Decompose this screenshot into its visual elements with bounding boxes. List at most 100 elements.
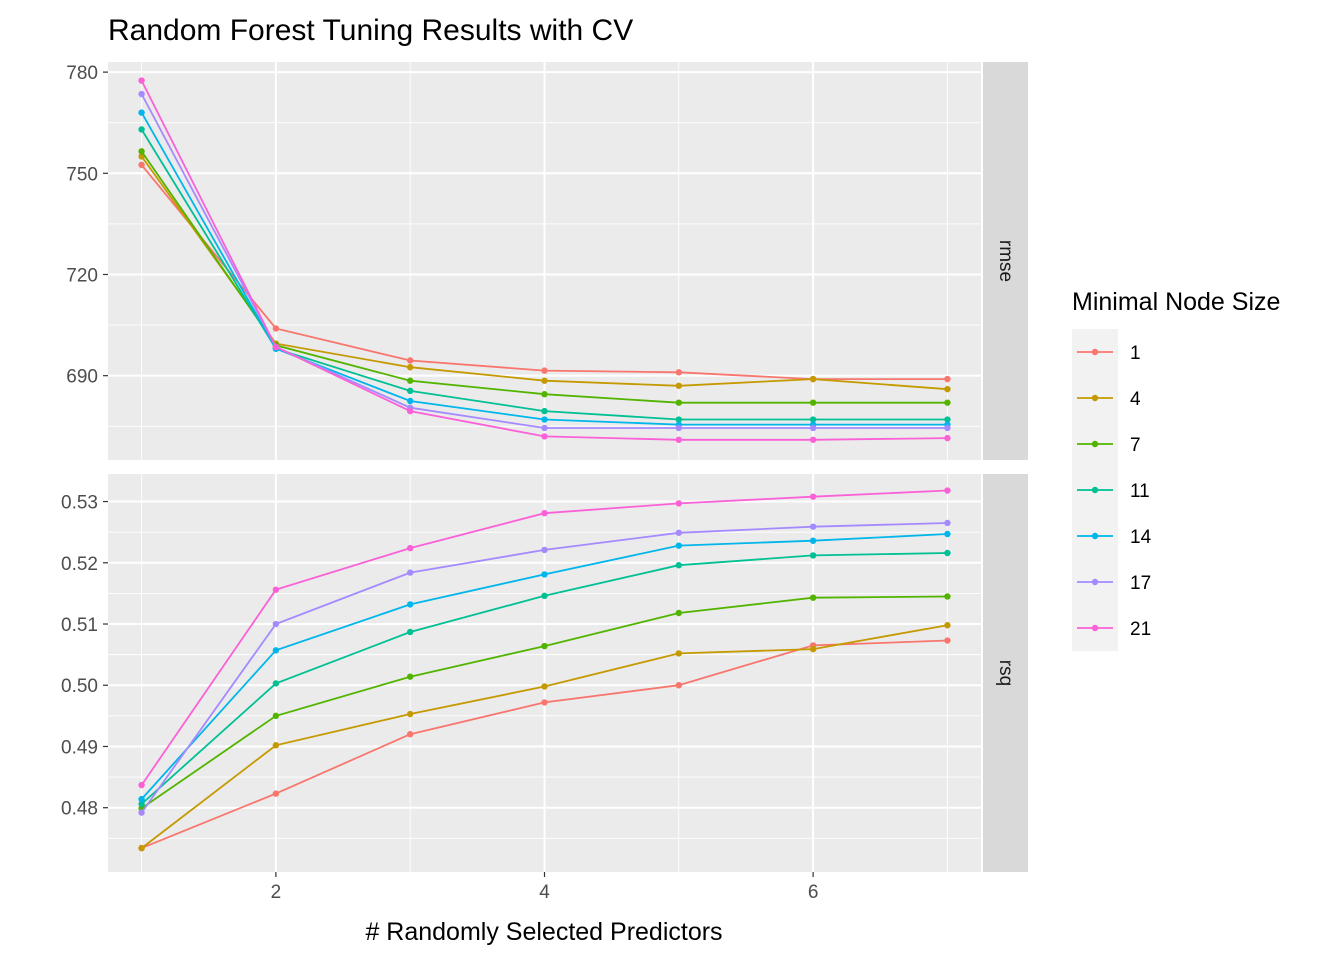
facet-panels: 690 720 750 780 rmse 0.48 0.49 0.50 0.51 0.52 0.53… xyxy=(61,62,1028,872)
data-point xyxy=(541,377,548,384)
data-point xyxy=(272,790,280,797)
data-point xyxy=(675,500,683,507)
data-point xyxy=(272,620,280,628)
facet-strip xyxy=(983,62,1028,460)
data-point xyxy=(541,546,548,554)
data-point xyxy=(406,377,414,384)
data-point xyxy=(406,710,414,718)
data-point xyxy=(809,436,817,443)
x-axis: 2 4 6 xyxy=(271,872,818,903)
facet-strip xyxy=(983,474,1028,872)
data-point xyxy=(944,434,951,442)
data-point xyxy=(944,593,951,600)
data-point xyxy=(406,387,414,395)
panel-rsq: 0.48 0.49 0.50 0.51 0.52 0.53 rsq xyxy=(61,474,1028,872)
legend-item-17: 17 xyxy=(1077,573,1151,594)
data-point xyxy=(138,844,145,852)
data-point xyxy=(138,126,145,133)
data-point xyxy=(809,594,817,601)
legend-key-point xyxy=(1091,348,1099,356)
x-axis-title: # Randomly Selected Predictors xyxy=(365,918,722,946)
data-point xyxy=(675,562,683,569)
data-point xyxy=(406,407,414,415)
legend-label: 17 xyxy=(1130,573,1151,594)
data-point xyxy=(809,537,817,544)
data-point xyxy=(272,343,280,351)
legend-key-point xyxy=(1091,578,1099,586)
data-point xyxy=(138,148,145,155)
data-point xyxy=(944,549,951,557)
data-point xyxy=(541,433,548,440)
data-point xyxy=(272,586,280,593)
data-point xyxy=(675,369,683,376)
data-point xyxy=(272,742,280,749)
data-point xyxy=(675,682,683,689)
data-point xyxy=(541,407,548,415)
legend-item-7: 7 xyxy=(1077,435,1141,456)
data-point xyxy=(541,592,548,600)
data-point xyxy=(541,367,548,374)
data-point xyxy=(406,364,414,371)
legend-key-point xyxy=(1091,394,1099,402)
legend-key-point xyxy=(1091,624,1099,632)
data-point xyxy=(675,424,683,432)
data-point xyxy=(272,712,280,720)
y-tick-label: 780 xyxy=(66,63,98,84)
legend-label: 14 xyxy=(1130,527,1152,548)
data-point xyxy=(675,529,683,536)
legend-item-1: 1 xyxy=(1077,343,1141,364)
data-point xyxy=(406,357,414,364)
data-point xyxy=(809,399,817,406)
data-point xyxy=(675,542,683,549)
series-rsq-11 xyxy=(138,549,951,808)
legend-key-point xyxy=(1091,532,1099,540)
legend-item-11: 11 xyxy=(1077,481,1150,502)
data-point xyxy=(138,90,145,98)
y-tick-label: 0.49 xyxy=(61,737,98,758)
data-point xyxy=(809,645,817,653)
data-point xyxy=(406,544,414,552)
y-tick-label: 690 xyxy=(66,367,98,388)
data-point xyxy=(541,642,548,650)
data-point xyxy=(272,680,280,687)
data-point xyxy=(675,609,683,617)
data-point xyxy=(675,382,683,389)
data-point xyxy=(541,699,548,706)
legend-label: 7 xyxy=(1130,435,1141,456)
y-tick-label: 0.50 xyxy=(61,676,98,697)
series-rmse-21 xyxy=(138,77,951,443)
data-point xyxy=(944,375,951,383)
legend-title: Minimal Node Size xyxy=(1072,288,1280,316)
data-point xyxy=(541,509,548,517)
data-point xyxy=(541,683,548,690)
data-point xyxy=(541,424,548,432)
data-point xyxy=(944,416,951,423)
data-point xyxy=(138,800,145,808)
data-point xyxy=(406,673,414,680)
legend-item-21: 21 xyxy=(1077,619,1151,640)
data-point xyxy=(138,795,145,803)
x-tick-label: 2 xyxy=(271,882,282,903)
y-tick-label: 0.48 xyxy=(61,799,98,820)
series-rsq-17 xyxy=(138,519,951,816)
data-point xyxy=(272,325,280,332)
legend-label: 4 xyxy=(1130,389,1141,410)
facet-strip-label: rsq xyxy=(995,660,1016,686)
y-tick-label: 0.53 xyxy=(61,493,98,514)
data-point xyxy=(944,622,951,629)
chart-title: Random Forest Tuning Results with CV xyxy=(108,14,633,47)
data-point xyxy=(675,436,683,443)
data-point xyxy=(138,109,145,116)
legend-item-4: 4 xyxy=(1077,389,1141,410)
x-tick-label: 4 xyxy=(539,882,550,903)
legend-label: 11 xyxy=(1130,481,1150,502)
legend-item-14: 14 xyxy=(1077,527,1152,548)
data-point xyxy=(944,637,951,644)
y-tick-label: 750 xyxy=(66,164,98,185)
data-point xyxy=(944,399,951,406)
data-point xyxy=(944,530,951,538)
data-point xyxy=(809,416,817,423)
data-point xyxy=(944,487,951,494)
data-point xyxy=(675,399,683,406)
